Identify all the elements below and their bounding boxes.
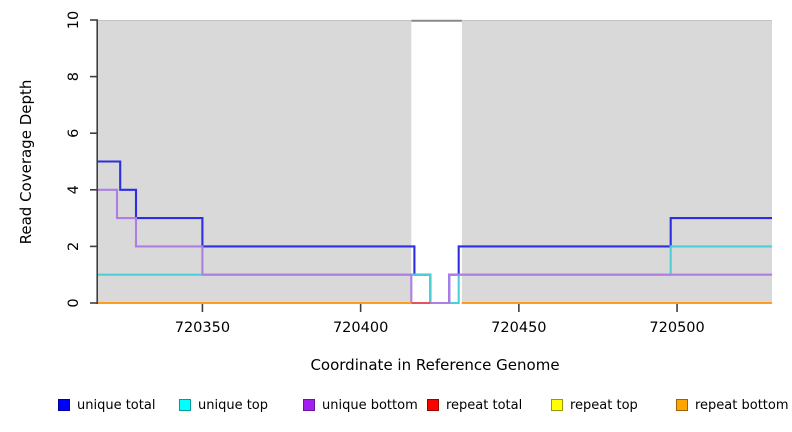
legend-label: unique bottom [322, 397, 418, 413]
series-lines [98, 160, 772, 305]
legend: unique total unique top unique bottom repea… [0, 397, 792, 417]
legend-item-repeat-top: repeat top [551, 397, 638, 413]
plot-panels [98, 20, 772, 303]
y-tick-label: 10 [66, 11, 82, 29]
plot-background-panel [98, 20, 412, 303]
x-tick-label: 720500 [649, 320, 704, 336]
x-tick-label: 720450 [491, 320, 546, 336]
legend-label: repeat top [570, 397, 638, 413]
y-tick-label: 4 [66, 185, 82, 194]
y-tick-label: 8 [66, 72, 82, 81]
legend-swatch-icon [427, 399, 439, 411]
legend-swatch-icon [58, 399, 70, 411]
legend-swatch-icon [179, 399, 191, 411]
x-tick-label: 720400 [333, 320, 388, 336]
y-tick-label: 6 [66, 129, 82, 138]
legend-swatch-icon [551, 399, 563, 411]
series-line-unique-top [98, 245, 772, 305]
legend-label: unique total [77, 397, 156, 413]
x-axis-title: Coordinate in Reference Genome [310, 356, 559, 374]
x-axis: 720350 720400 720450 720500 [175, 304, 705, 336]
y-tick-label: 0 [66, 298, 82, 307]
legend-item-unique-bottom: unique bottom [303, 397, 418, 413]
y-axis-title: Read Coverage Depth [17, 80, 35, 245]
legend-swatch-icon [676, 399, 688, 411]
legend-item-repeat-total: repeat total [427, 397, 522, 413]
coverage-chart: 0 2 4 6 8 10 720350 720400 720450 720500 Coordin… [17, 11, 772, 374]
legend-swatch-icon [303, 399, 315, 411]
legend-label: repeat total [446, 397, 523, 413]
y-tick-label: 2 [66, 242, 82, 251]
legend-item-unique-top: unique top [179, 397, 268, 413]
plot-background-panel [461, 20, 772, 303]
legend-label: unique top [198, 397, 269, 413]
series-line-unique-bottom [98, 188, 772, 305]
legend-item-unique-total: unique total [58, 397, 155, 413]
x-tick-label: 720350 [175, 320, 230, 336]
y-axis: 0 2 4 6 8 10 [66, 11, 98, 308]
legend-item-repeat-bottom: repeat bottom [676, 397, 789, 413]
legend-label: repeat bottom [695, 397, 789, 413]
